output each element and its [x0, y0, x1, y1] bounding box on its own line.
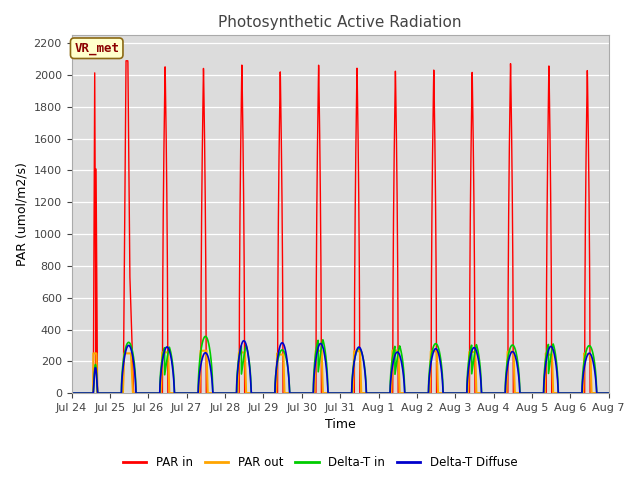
PAR in: [598, 390, 606, 396]
Text: VR_met: VR_met: [74, 42, 119, 55]
Y-axis label: PAR (umol/m2/s): PAR (umol/m2/s): [15, 162, 28, 266]
Legend: PAR in, PAR out, Delta-T in, Delta-T Diffuse: PAR in, PAR out, Delta-T in, Delta-T Dif…: [118, 452, 522, 474]
PAR in: [420, 390, 428, 396]
Delta-T in: [501, 390, 509, 396]
Delta-T in: [605, 390, 612, 396]
Line: Delta-T in: Delta-T in: [72, 336, 609, 393]
Delta-T in: [141, 390, 149, 396]
PAR in: [408, 390, 415, 396]
PAR in: [605, 390, 612, 396]
PAR in: [141, 390, 149, 396]
Delta-T Diffuse: [68, 390, 76, 396]
PAR in: [501, 390, 509, 396]
PAR in: [352, 174, 360, 180]
PAR out: [605, 390, 612, 396]
Line: Delta-T Diffuse: Delta-T Diffuse: [72, 341, 609, 393]
PAR in: [122, 58, 130, 64]
PAR in: [68, 390, 76, 396]
PAR out: [420, 390, 428, 396]
Delta-T in: [420, 390, 428, 396]
Title: Photosynthetic Active Radiation: Photosynthetic Active Radiation: [218, 15, 462, 30]
Delta-T Diffuse: [420, 390, 428, 396]
PAR out: [501, 390, 509, 396]
X-axis label: Time: Time: [324, 419, 355, 432]
Delta-T in: [598, 390, 606, 396]
PAR out: [408, 390, 415, 396]
Delta-T in: [202, 334, 209, 339]
Delta-T in: [408, 390, 415, 396]
PAR out: [388, 348, 396, 353]
PAR out: [351, 348, 359, 354]
Delta-T Diffuse: [352, 352, 360, 358]
Delta-T Diffuse: [605, 390, 612, 396]
Line: PAR out: PAR out: [72, 350, 609, 393]
PAR out: [598, 390, 606, 396]
Delta-T Diffuse: [598, 390, 606, 396]
Delta-T Diffuse: [240, 338, 248, 344]
Delta-T Diffuse: [408, 390, 415, 396]
Delta-T Diffuse: [141, 390, 149, 396]
Delta-T in: [352, 352, 360, 358]
Line: PAR in: PAR in: [72, 61, 609, 393]
PAR out: [68, 390, 76, 396]
PAR out: [141, 390, 149, 396]
Delta-T in: [68, 390, 76, 396]
Delta-T Diffuse: [501, 390, 509, 396]
